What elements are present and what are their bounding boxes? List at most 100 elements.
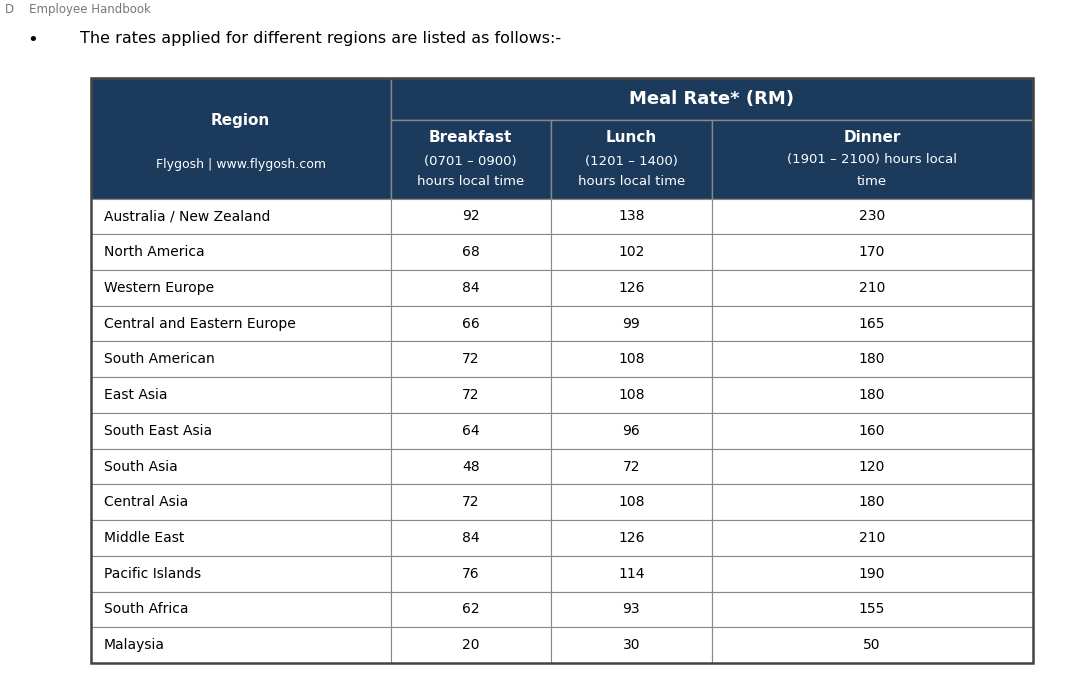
Text: hours local time: hours local time (417, 175, 524, 188)
Text: 72: 72 (462, 388, 479, 402)
Text: 170: 170 (859, 245, 885, 259)
Bar (712, 627, 1033, 663)
Text: 114: 114 (618, 566, 644, 581)
Text: 96: 96 (623, 424, 640, 438)
Bar (551, 556, 712, 592)
Text: Central Asia: Central Asia (104, 495, 188, 509)
Text: 165: 165 (859, 317, 885, 330)
Bar (391, 592, 551, 627)
Text: 76: 76 (462, 566, 479, 581)
Text: Flygosh | www.flygosh.com: Flygosh | www.flygosh.com (156, 158, 325, 171)
Bar (551, 306, 712, 341)
Text: Lunch: Lunch (606, 130, 657, 145)
Text: 210: 210 (859, 281, 885, 295)
Bar (91, 78, 391, 199)
Text: South Asia: South Asia (104, 460, 178, 473)
Text: 230: 230 (859, 209, 885, 224)
Text: 210: 210 (859, 531, 885, 545)
Bar (391, 199, 551, 235)
Bar (91, 78, 1033, 663)
Text: 50: 50 (863, 638, 881, 652)
Text: 68: 68 (462, 245, 479, 259)
Bar (391, 484, 551, 520)
Bar (91, 449, 391, 484)
Bar (391, 413, 551, 449)
Bar (551, 627, 712, 663)
Bar (91, 592, 391, 627)
Bar (712, 592, 1033, 627)
Text: (0701 – 0900): (0701 – 0900) (425, 154, 517, 167)
Text: 180: 180 (859, 388, 885, 402)
Text: 20: 20 (462, 638, 479, 652)
Text: 66: 66 (462, 317, 479, 330)
Bar (712, 270, 1033, 306)
Bar (551, 341, 712, 377)
Bar (91, 520, 391, 556)
Text: 93: 93 (623, 602, 640, 616)
Text: 120: 120 (859, 460, 885, 473)
Bar (391, 377, 551, 413)
Text: •: • (27, 31, 37, 48)
Bar (551, 377, 712, 413)
Bar (391, 449, 551, 484)
Bar (391, 78, 1033, 120)
Text: 138: 138 (618, 209, 644, 224)
Bar (91, 199, 391, 235)
Bar (91, 270, 391, 306)
Text: Dinner: Dinner (843, 130, 901, 145)
Text: 160: 160 (859, 424, 885, 438)
Text: East Asia: East Asia (104, 388, 167, 402)
Text: 72: 72 (462, 495, 479, 509)
Bar (551, 484, 712, 520)
Bar (551, 120, 712, 199)
Text: The rates applied for different regions are listed as follows:-: The rates applied for different regions … (80, 31, 562, 46)
Bar (712, 449, 1033, 484)
Text: (1901 – 2100) hours local: (1901 – 2100) hours local (788, 153, 957, 166)
Text: Pacific Islands: Pacific Islands (104, 566, 201, 581)
Bar (91, 556, 391, 592)
Bar (551, 520, 712, 556)
Text: Central and Eastern Europe: Central and Eastern Europe (104, 317, 295, 330)
Text: (1201 – 1400): (1201 – 1400) (585, 154, 677, 167)
Bar (391, 556, 551, 592)
Bar (391, 235, 551, 270)
Text: time: time (857, 175, 887, 188)
Bar (712, 341, 1033, 377)
Bar (91, 306, 391, 341)
Bar (91, 235, 391, 270)
Bar (91, 484, 391, 520)
Text: North America: North America (104, 245, 204, 259)
Bar (91, 627, 391, 663)
Bar (391, 520, 551, 556)
Text: South American: South American (104, 352, 215, 367)
Text: 48: 48 (462, 460, 479, 473)
Text: 190: 190 (859, 566, 885, 581)
Text: D    Employee Handbook: D Employee Handbook (5, 3, 151, 16)
Text: South East Asia: South East Asia (104, 424, 212, 438)
Text: South Africa: South Africa (104, 602, 188, 616)
Text: 30: 30 (623, 638, 640, 652)
Text: 84: 84 (462, 531, 479, 545)
Bar (391, 627, 551, 663)
Text: 72: 72 (462, 352, 479, 367)
Bar (712, 199, 1033, 235)
Text: hours local time: hours local time (578, 175, 685, 188)
Bar (551, 235, 712, 270)
Text: 62: 62 (462, 602, 479, 616)
Text: 72: 72 (623, 460, 640, 473)
Text: Middle East: Middle East (104, 531, 184, 545)
Bar (391, 120, 551, 199)
Bar (91, 341, 391, 377)
Bar (551, 413, 712, 449)
Bar (712, 484, 1033, 520)
Text: Australia / New Zealand: Australia / New Zealand (104, 209, 270, 224)
Bar (712, 235, 1033, 270)
Text: 84: 84 (462, 281, 479, 295)
Bar (712, 520, 1033, 556)
Bar (391, 270, 551, 306)
Text: 108: 108 (618, 352, 644, 367)
Bar (91, 377, 391, 413)
Text: 126: 126 (618, 281, 644, 295)
Bar (551, 270, 712, 306)
Text: 92: 92 (462, 209, 479, 224)
